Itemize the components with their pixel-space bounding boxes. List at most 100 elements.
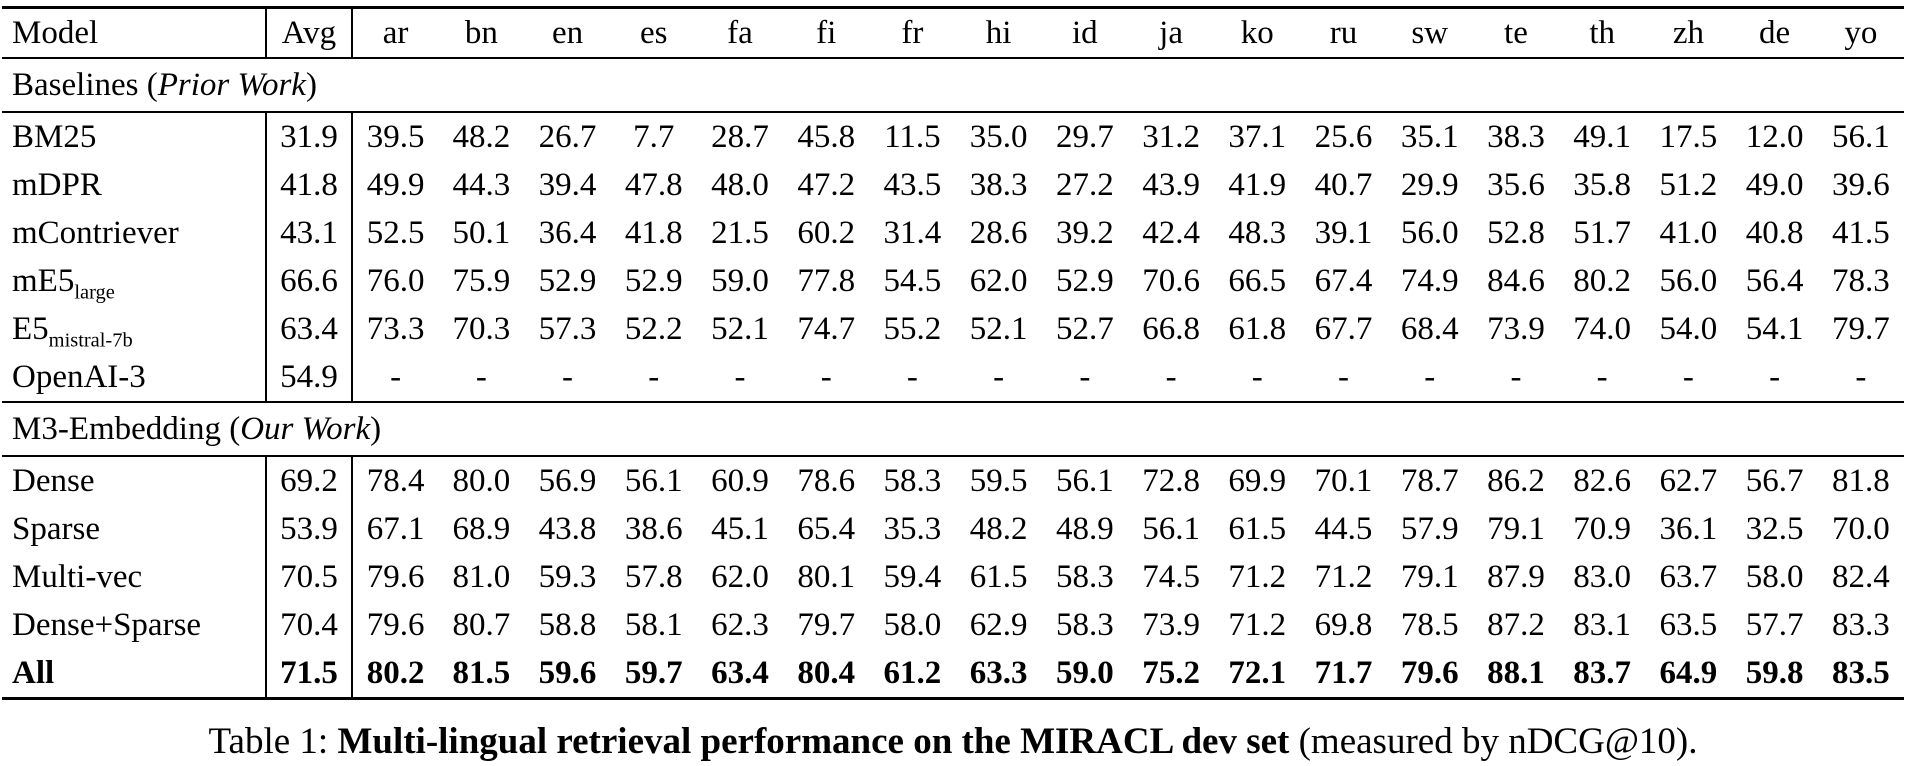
score-cell: 63.3 — [969, 654, 1028, 691]
score-cell: 71.2 — [1228, 558, 1287, 595]
score-cell: 70.9 — [1573, 510, 1632, 547]
score-cell: 86.2 — [1487, 462, 1545, 499]
score-cell: 60.9 — [711, 462, 769, 499]
score-cell: 79.1 — [1487, 510, 1545, 547]
score-cell: 63.4 — [711, 654, 769, 691]
column-header-avg: Avg — [266, 7, 353, 59]
score-cell: 40.7 — [1314, 166, 1373, 203]
score-cell: - — [1769, 358, 1781, 395]
score-cell: 44.3 — [452, 166, 511, 203]
column-header-sw: sw — [1386, 7, 1473, 59]
avg-score-cell: 63.4 — [266, 305, 353, 353]
score-cell: 54.1 — [1745, 310, 1804, 347]
score-cell: 82.4 — [1831, 558, 1890, 595]
score-cell: 52.2 — [624, 310, 683, 347]
score-cell: 87.9 — [1487, 558, 1545, 595]
score-cell: 78.3 — [1831, 262, 1890, 299]
table-row: Multi-vec 70.5 79.6 81.0 59.3 57.8 62.0 80.1 59.… — [2, 553, 1904, 601]
model-name: mContriever — [2, 209, 267, 257]
score-cell: 73.9 — [1487, 310, 1545, 347]
score-cell: 59.3 — [538, 558, 597, 595]
score-cell: 78.4 — [366, 462, 425, 499]
column-header-ru: ru — [1300, 7, 1387, 59]
column-header-zh: zh — [1645, 7, 1732, 59]
score-cell: - — [648, 358, 660, 395]
score-cell: 59.6 — [538, 654, 597, 691]
score-cell: 43.5 — [883, 166, 942, 203]
table-row: OpenAI-3 54.9- - - - - - - - - - - - - - - - - - — [2, 353, 1904, 402]
score-cell: 83.3 — [1831, 606, 1890, 643]
score-cell: 73.9 — [1142, 606, 1200, 643]
score-cell: 51.7 — [1573, 214, 1632, 251]
table-row: E5mistral-7b 63.4 73.3 70.3 57.3 52.2 52.1 74.7… — [2, 305, 1904, 353]
score-cell: 61.8 — [1228, 310, 1287, 347]
score-cell: - — [1855, 358, 1867, 395]
table-caption: Table 1: Multi-lingual retrieval perform… — [0, 720, 1906, 763]
score-cell: 80.4 — [797, 654, 856, 691]
model-name: mE5large — [2, 257, 267, 305]
score-cell: 59.0 — [1055, 654, 1114, 691]
score-cell: 39.2 — [1055, 214, 1114, 251]
score-cell: 87.2 — [1487, 606, 1545, 643]
score-cell: 35.8 — [1573, 166, 1632, 203]
score-cell: 57.8 — [624, 558, 683, 595]
table-row: mContriever 43.1 52.5 50.1 36.4 41.8 21.5 60.2 3… — [2, 209, 1904, 257]
score-cell: 70.3 — [452, 310, 511, 347]
score-cell: 29.7 — [1055, 118, 1114, 155]
score-cell: 56.0 — [1659, 262, 1718, 299]
score-cell: 59.5 — [969, 462, 1028, 499]
score-cell: 56.0 — [1400, 214, 1459, 251]
score-cell: 47.2 — [797, 166, 856, 203]
score-cell: 64.9 — [1659, 654, 1718, 691]
score-cell: 48.3 — [1228, 214, 1287, 251]
score-cell: 71.2 — [1314, 558, 1373, 595]
score-cell: 58.3 — [883, 462, 942, 499]
score-cell: - — [475, 358, 487, 395]
score-cell: 74.9 — [1400, 262, 1459, 299]
model-name: BM25 — [2, 112, 267, 161]
avg-score-cell: 69.2 — [266, 456, 353, 505]
avg-score-cell: 66.6 — [266, 257, 353, 305]
score-cell: - — [1424, 358, 1436, 395]
score-cell: 52.7 — [1055, 310, 1114, 347]
score-cell: 36.4 — [538, 214, 597, 251]
score-cell: 78.5 — [1400, 606, 1459, 643]
caption-suffix: (measured by nDCG@10). — [1289, 721, 1698, 762]
score-cell: 52.9 — [538, 262, 597, 299]
score-cell: 39.5 — [366, 118, 425, 155]
score-cell: 79.6 — [1400, 654, 1459, 691]
score-cell: 54.5 — [883, 262, 942, 299]
model-name: OpenAI-3 — [2, 353, 267, 402]
caption-bold-text: Multi-lingual retrieval performance on t… — [337, 721, 1290, 762]
score-cell: 61.2 — [883, 654, 942, 691]
score-cell: 52.9 — [1055, 262, 1114, 299]
column-header-en: en — [524, 7, 611, 59]
score-cell: 21.5 — [711, 214, 769, 251]
column-header-id: id — [1041, 7, 1128, 59]
score-cell: 81.0 — [452, 558, 511, 595]
avg-score-cell: 41.8 — [266, 161, 353, 209]
score-cell: 58.0 — [1745, 558, 1804, 595]
score-cell: 68.9 — [452, 510, 511, 547]
score-cell: 50.1 — [452, 214, 511, 251]
score-cell: 56.1 — [624, 462, 683, 499]
score-cell: - — [1596, 358, 1608, 395]
score-cell: 45.8 — [797, 118, 856, 155]
score-cell: 59.4 — [883, 558, 942, 595]
score-cell: 39.1 — [1314, 214, 1373, 251]
score-cell: 74.0 — [1573, 310, 1632, 347]
column-header-ja: ja — [1127, 7, 1215, 59]
score-cell: 62.3 — [711, 606, 769, 643]
score-cell: 49.1 — [1573, 118, 1632, 155]
score-cell: 62.0 — [969, 262, 1028, 299]
score-cell: 83.1 — [1573, 606, 1632, 643]
section-header-row: Baselines (Prior Work) — [2, 57, 1904, 113]
score-cell: 56.1 — [1142, 510, 1200, 547]
table-row: mE5large 66.6 76.0 75.9 52.9 52.9 59.0 77.8 54.5… — [2, 257, 1904, 305]
column-header-ko: ko — [1214, 7, 1301, 59]
column-header-de: de — [1731, 7, 1818, 59]
score-cell: 83.7 — [1573, 654, 1632, 691]
score-cell: 56.1 — [1831, 118, 1890, 155]
score-cell: 71.2 — [1228, 606, 1287, 643]
